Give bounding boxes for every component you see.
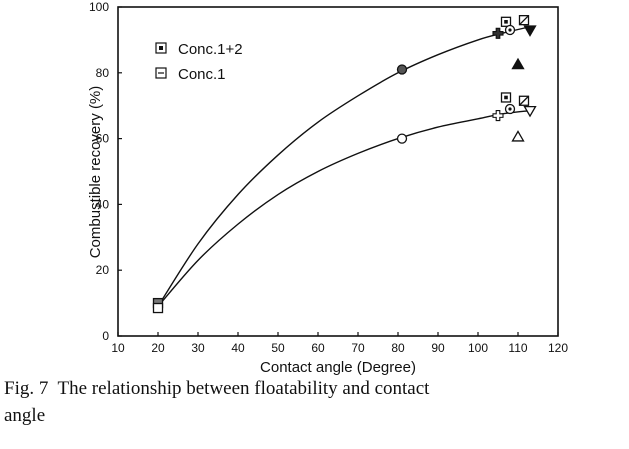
- data-point-triangle-down-open: [523, 105, 537, 118]
- data-point-circle-dot: [504, 103, 516, 115]
- legend: Conc.1+2 Conc.1: [155, 41, 243, 83]
- y-tick-label: 0: [102, 329, 109, 343]
- data-point-square-dot: [500, 16, 512, 27]
- figure-caption: Fig. 7 The relationship between floatabi…: [4, 375, 624, 429]
- caption-line-1: Fig. 7 The relationship between floatabi…: [4, 378, 430, 399]
- data-point-triangle-open: [511, 130, 525, 142]
- x-tick-label: 120: [548, 341, 568, 355]
- fit-curve-series-0: [157, 26, 531, 307]
- data-point-cross-filled: [492, 27, 504, 39]
- x-tick-label: 40: [231, 341, 245, 355]
- data-point-circle-filled: [396, 64, 408, 75]
- y-axis: 0 20 40 60 80 100: [89, 0, 122, 343]
- y-tick-label: 60: [96, 132, 110, 146]
- y-tick-label: 100: [89, 0, 109, 14]
- plot-frame: [117, 6, 559, 337]
- data-point-circle-dot: [504, 24, 516, 36]
- legend-label-conc12: Conc.1+2: [178, 41, 243, 58]
- y-axis-label: Combustible recovery (%): [87, 86, 104, 259]
- x-tick-label: 70: [351, 341, 365, 355]
- legend-label-conc1: Conc.1: [178, 66, 226, 83]
- data-point-triangle-down-filled: [523, 25, 537, 37]
- legend-marker-conc12: [155, 42, 167, 54]
- data-point-triangle-filled: [511, 57, 525, 70]
- y-tick-label: 20: [96, 263, 110, 277]
- x-tick-label: 50: [271, 341, 285, 355]
- data-point-square-dot: [500, 92, 512, 103]
- fit-curve-series-1: [157, 109, 531, 307]
- data-markers: [152, 15, 537, 314]
- caption-line-2: angle: [4, 405, 46, 426]
- y-tick-label: 80: [96, 66, 110, 80]
- x-axis: 10 20 30 40 50 60 70 80 90 100 110 120: [111, 332, 568, 355]
- legend-marker-conc1: [155, 67, 167, 79]
- y-tick-label: 40: [96, 197, 110, 211]
- data-point-square-open: [152, 302, 164, 314]
- x-tick-label: 30: [191, 341, 205, 355]
- data-point-circle-open: [396, 133, 408, 144]
- x-tick-label: 20: [151, 341, 165, 355]
- x-tick-label: 80: [391, 341, 405, 355]
- x-tick-label: 90: [431, 341, 445, 355]
- data-point-square-slash: [518, 15, 530, 26]
- fit-lines: [157, 26, 531, 307]
- x-axis-label: Contact angle (Degree): [260, 359, 416, 376]
- x-tick-label: 10: [111, 341, 125, 355]
- plot-area: [117, 6, 559, 337]
- chart: 10 20 30 40 50 60 70 80 90 100 110 120 0 20 40 60 80 100…: [87, 0, 568, 376]
- x-tick-label: 110: [508, 341, 527, 355]
- data-point-square-slash: [518, 95, 530, 106]
- x-tick-label: 100: [468, 341, 488, 355]
- data-point-cross-open: [492, 110, 504, 122]
- x-tick-label: 60: [311, 341, 325, 355]
